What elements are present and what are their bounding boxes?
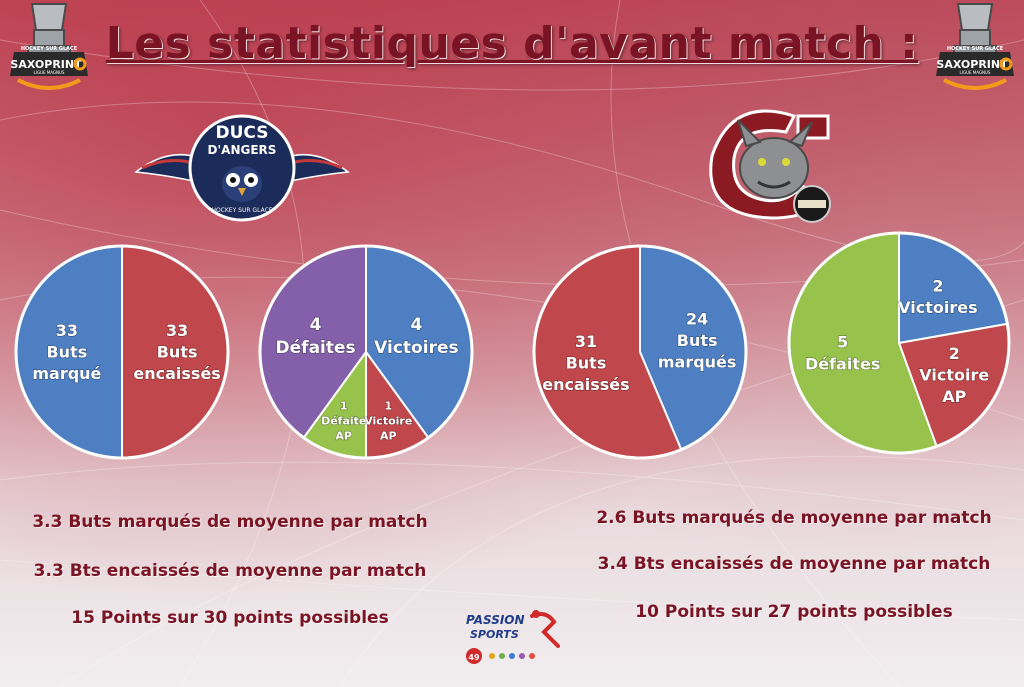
pie3-slice-1-label: 2 Victoire AP [919,344,989,406]
left-stat-goals-scored-avg: 3.3 Buts marqués de moyenne par match [32,512,428,532]
right-stat-goals-scored-avg: 2.6 Buts marqués de moyenne par match [596,508,992,528]
pie-chart-right-goals: 24 Buts marqués 31 Buts encaissés [532,244,748,460]
passion-sports-sponsor-logo: PASSION SPORTS 49 [466,610,560,664]
pie-chart-right-results: 2 Victoires 2 Victoire AP 5 Défaites [787,231,1011,455]
pie3-slice-2-label: 5 Défaites [805,333,880,374]
pie1-slice-1-label: 1 Victoire AP [364,400,412,443]
ducs-logo-word-2: D'ANGERS [208,143,277,157]
pie1-slice-0-label: 4 Victoires [374,315,458,358]
pie3-border [787,231,1011,455]
left-stat-points: 15 Points sur 30 points possibles [71,608,389,628]
saxoprint-league-logo-left: HOCKEY SUR GLACE SAXOPRINT LIGUE MAGNUS [10,3,88,90]
pie0-slice-1-label: 33 Buts marqué [32,321,101,383]
pie3-slice-0-label: 2 Victoires [898,276,977,317]
pie2-slice-0-label: 24 Buts marqués [658,309,737,371]
opponent-gargoyle-team-logo [709,109,831,223]
pie1-border [258,244,474,460]
pie-chart-left-results: 4 Victoires 1 Victoire AP1 Défaite AP 4 Défaites [258,244,474,460]
pie0-border [14,244,230,460]
league-logo-caption-right: HOCKEY SUR GLACE [947,46,1004,52]
pie1-slice-3-label: 4 Défaites [276,315,356,358]
left-stat-goals-conceded-avg: 3.3 Bts encaissés de moyenne par match [33,561,427,581]
pie-chart-left-goals: 33 Buts encaissés 33 Buts marqué [14,244,230,460]
sponsor-number: 49 [468,653,480,662]
league-logo-subtitle-right: LIGUE MAGNUS [960,70,991,75]
right-stat-points: 10 Points sur 27 points possibles [635,602,953,622]
sponsor-word-2: SPORTS [470,628,519,641]
league-logo-brand-right: SAXOPRINT [936,58,1008,71]
pie1-slice-2-label: 1 Défaite AP [321,400,366,443]
pie2-slice-1-label: 31 Buts encaissés [542,332,629,394]
pie0-slice-0-label: 33 Buts encaissés [133,321,220,383]
page-title: Les statistiques d'avant match : [105,18,919,69]
sponsor-word-1: PASSION [466,613,525,627]
league-logo-subtitle-left: LIGUE MAGNUS [34,70,65,75]
pie2-border [532,244,748,460]
ducs-logo-word-1: DUCS [216,123,269,143]
right-stat-goals-conceded-avg: 3.4 Bts encaissés de moyenne par match [597,554,991,574]
league-logo-brand-left: SAXOPRINT [10,58,82,71]
ducs-logo-caption: HOCKEY SUR GLACE [211,207,272,214]
ducs-angers-team-logo: DUCS D'ANGERS HOCKEY SUR GLACE [134,114,350,222]
saxoprint-league-logo-right: HOCKEY SUR GLACE SAXOPRINT LIGUE MAGNUS [936,3,1014,90]
league-logo-caption-left: HOCKEY SUR GLACE [21,46,78,52]
